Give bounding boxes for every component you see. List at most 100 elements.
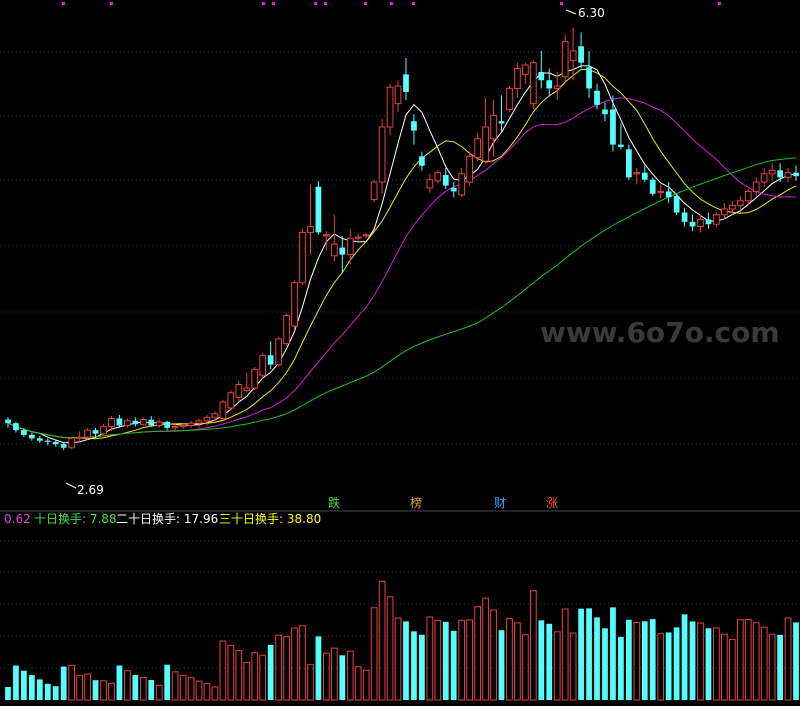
turnover-bar: [155, 684, 163, 701]
event-tag-cai: 财: [494, 496, 506, 510]
candle-body: [681, 212, 688, 222]
turnover-bar: [490, 609, 497, 701]
candle-body: [259, 354, 267, 376]
candle-body: [164, 421, 171, 428]
candle: [474, 132, 481, 161]
turnover-bar: [92, 680, 99, 700]
low-annotation: 2.69: [65, 482, 104, 497]
candle-body: [426, 179, 434, 189]
candle: [346, 228, 354, 264]
candle-body: [419, 156, 425, 166]
candle: [482, 97, 489, 164]
candle-body: [187, 422, 195, 426]
candle-body: [386, 86, 394, 128]
turnover-bar: [569, 632, 577, 701]
turnover-bar: [386, 596, 394, 701]
candle: [697, 214, 704, 233]
turnover-bar: [275, 634, 282, 701]
candle: [689, 214, 696, 232]
candle-body: [394, 85, 402, 105]
candle-body: [275, 338, 282, 366]
candle-body: [736, 200, 744, 206]
moving-average-lines: [7, 65, 797, 444]
candle: [673, 193, 680, 215]
candle: [419, 151, 425, 171]
turnover-bar: [618, 636, 624, 700]
candle: [92, 427, 99, 438]
candle-body: [84, 429, 91, 438]
candle: [434, 170, 442, 184]
candle: [100, 424, 107, 435]
turnover-bar: [187, 677, 195, 701]
candle: [21, 427, 27, 438]
candle-body: [546, 80, 553, 89]
candle-body: [330, 243, 338, 257]
turnover-bar: [195, 680, 203, 701]
candle: [450, 182, 457, 198]
turnover-bar: [346, 650, 354, 701]
candle: [330, 214, 338, 262]
candle-body: [44, 440, 51, 442]
candle: [768, 163, 776, 180]
turnover-bar: [466, 619, 474, 701]
candle: [5, 417, 11, 428]
turnover-bar: [307, 664, 314, 701]
top-marker: [272, 2, 275, 5]
candle: [713, 212, 720, 227]
candle: [60, 441, 67, 451]
candle-body: [203, 416, 211, 422]
turnover-bars: [5, 580, 799, 701]
turnover-bar: [721, 633, 728, 701]
high-price-label: 6.30: [578, 6, 605, 20]
event-tag-die: 跌: [328, 495, 340, 510]
candle-body: [315, 186, 322, 233]
candle-body: [466, 155, 474, 183]
top-marker: [262, 2, 265, 5]
turnover-bar: [13, 665, 19, 700]
candle: [211, 411, 219, 421]
candle: [522, 62, 529, 84]
turnover-bar: [625, 619, 632, 700]
turnover-bar: [426, 616, 434, 701]
candle: [195, 418, 203, 428]
candle-body: [561, 41, 569, 78]
turnover-bar: [362, 669, 370, 701]
turnover-bar: [5, 686, 11, 700]
candle-body: [354, 236, 362, 239]
candle: [164, 420, 171, 431]
candle-body: [490, 114, 497, 140]
turnover-bar: [171, 671, 179, 701]
turnover-bar: [378, 580, 386, 701]
candle: [139, 417, 147, 426]
candle: [187, 420, 195, 428]
watermark: www.6o7o.com: [540, 316, 780, 349]
candle-body: [403, 74, 409, 92]
candle-body: [602, 109, 608, 115]
candle: [394, 80, 402, 112]
candle-body: [323, 234, 330, 237]
candle: [784, 168, 792, 183]
candle-body: [697, 218, 704, 228]
candle: [681, 207, 688, 227]
turnover-bar: [28, 675, 35, 700]
candle-body: [411, 121, 417, 131]
candle: [339, 235, 346, 274]
turnover-bar: [52, 686, 59, 700]
candle-body: [625, 149, 632, 178]
turnover-bar: [498, 630, 505, 700]
turnover-bar: [132, 675, 139, 700]
candle: [362, 233, 370, 239]
top-marker: [390, 2, 393, 5]
candle-body: [291, 282, 298, 327]
candle-body: [108, 417, 115, 428]
candle: [529, 60, 537, 110]
candle-body: [529, 62, 537, 105]
candle: [116, 414, 123, 428]
thirty-day-turnover: 三十日换手: 38.80: [219, 512, 321, 526]
turnover-bar: [602, 628, 608, 700]
candle-body: [243, 387, 251, 391]
candle: [323, 231, 330, 250]
candle-body: [92, 430, 99, 434]
candle-body: [793, 172, 799, 177]
candle-body: [60, 444, 67, 448]
